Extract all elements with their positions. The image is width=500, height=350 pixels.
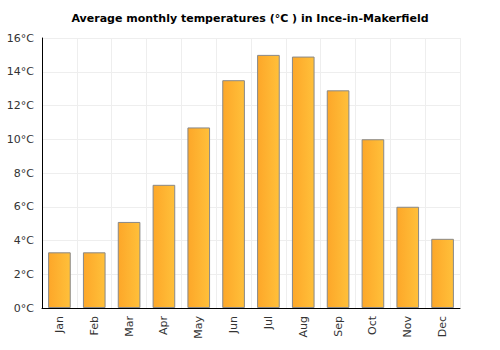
svg-text:14°C: 14°C bbox=[7, 65, 34, 78]
svg-text:Dec: Dec bbox=[436, 316, 449, 337]
svg-text:10°C: 10°C bbox=[7, 133, 34, 146]
svg-text:Oct: Oct bbox=[366, 315, 379, 335]
svg-text:Jul: Jul bbox=[262, 316, 275, 330]
svg-text:Sep: Sep bbox=[332, 316, 345, 337]
svg-text:2°C: 2°C bbox=[14, 268, 34, 281]
svg-text:Mar: Mar bbox=[123, 316, 136, 337]
svg-text:Feb: Feb bbox=[88, 316, 101, 335]
svg-text:Nov: Nov bbox=[401, 316, 414, 338]
svg-text:12°C: 12°C bbox=[7, 99, 34, 112]
svg-text:Aug: Aug bbox=[297, 316, 310, 337]
svg-text:May: May bbox=[192, 316, 205, 339]
svg-text:0°C: 0°C bbox=[14, 302, 34, 315]
svg-text:Average monthly temperatures (: Average monthly temperatures (°C ) in In… bbox=[71, 12, 428, 25]
svg-text:Jan: Jan bbox=[53, 316, 66, 334]
svg-text:8°C: 8°C bbox=[14, 167, 34, 180]
svg-text:6°C: 6°C bbox=[14, 200, 34, 213]
svg-text:Apr: Apr bbox=[157, 316, 170, 336]
svg-text:Jun: Jun bbox=[227, 316, 240, 334]
svg-text:16°C: 16°C bbox=[7, 32, 34, 45]
svg-text:4°C: 4°C bbox=[14, 234, 34, 247]
